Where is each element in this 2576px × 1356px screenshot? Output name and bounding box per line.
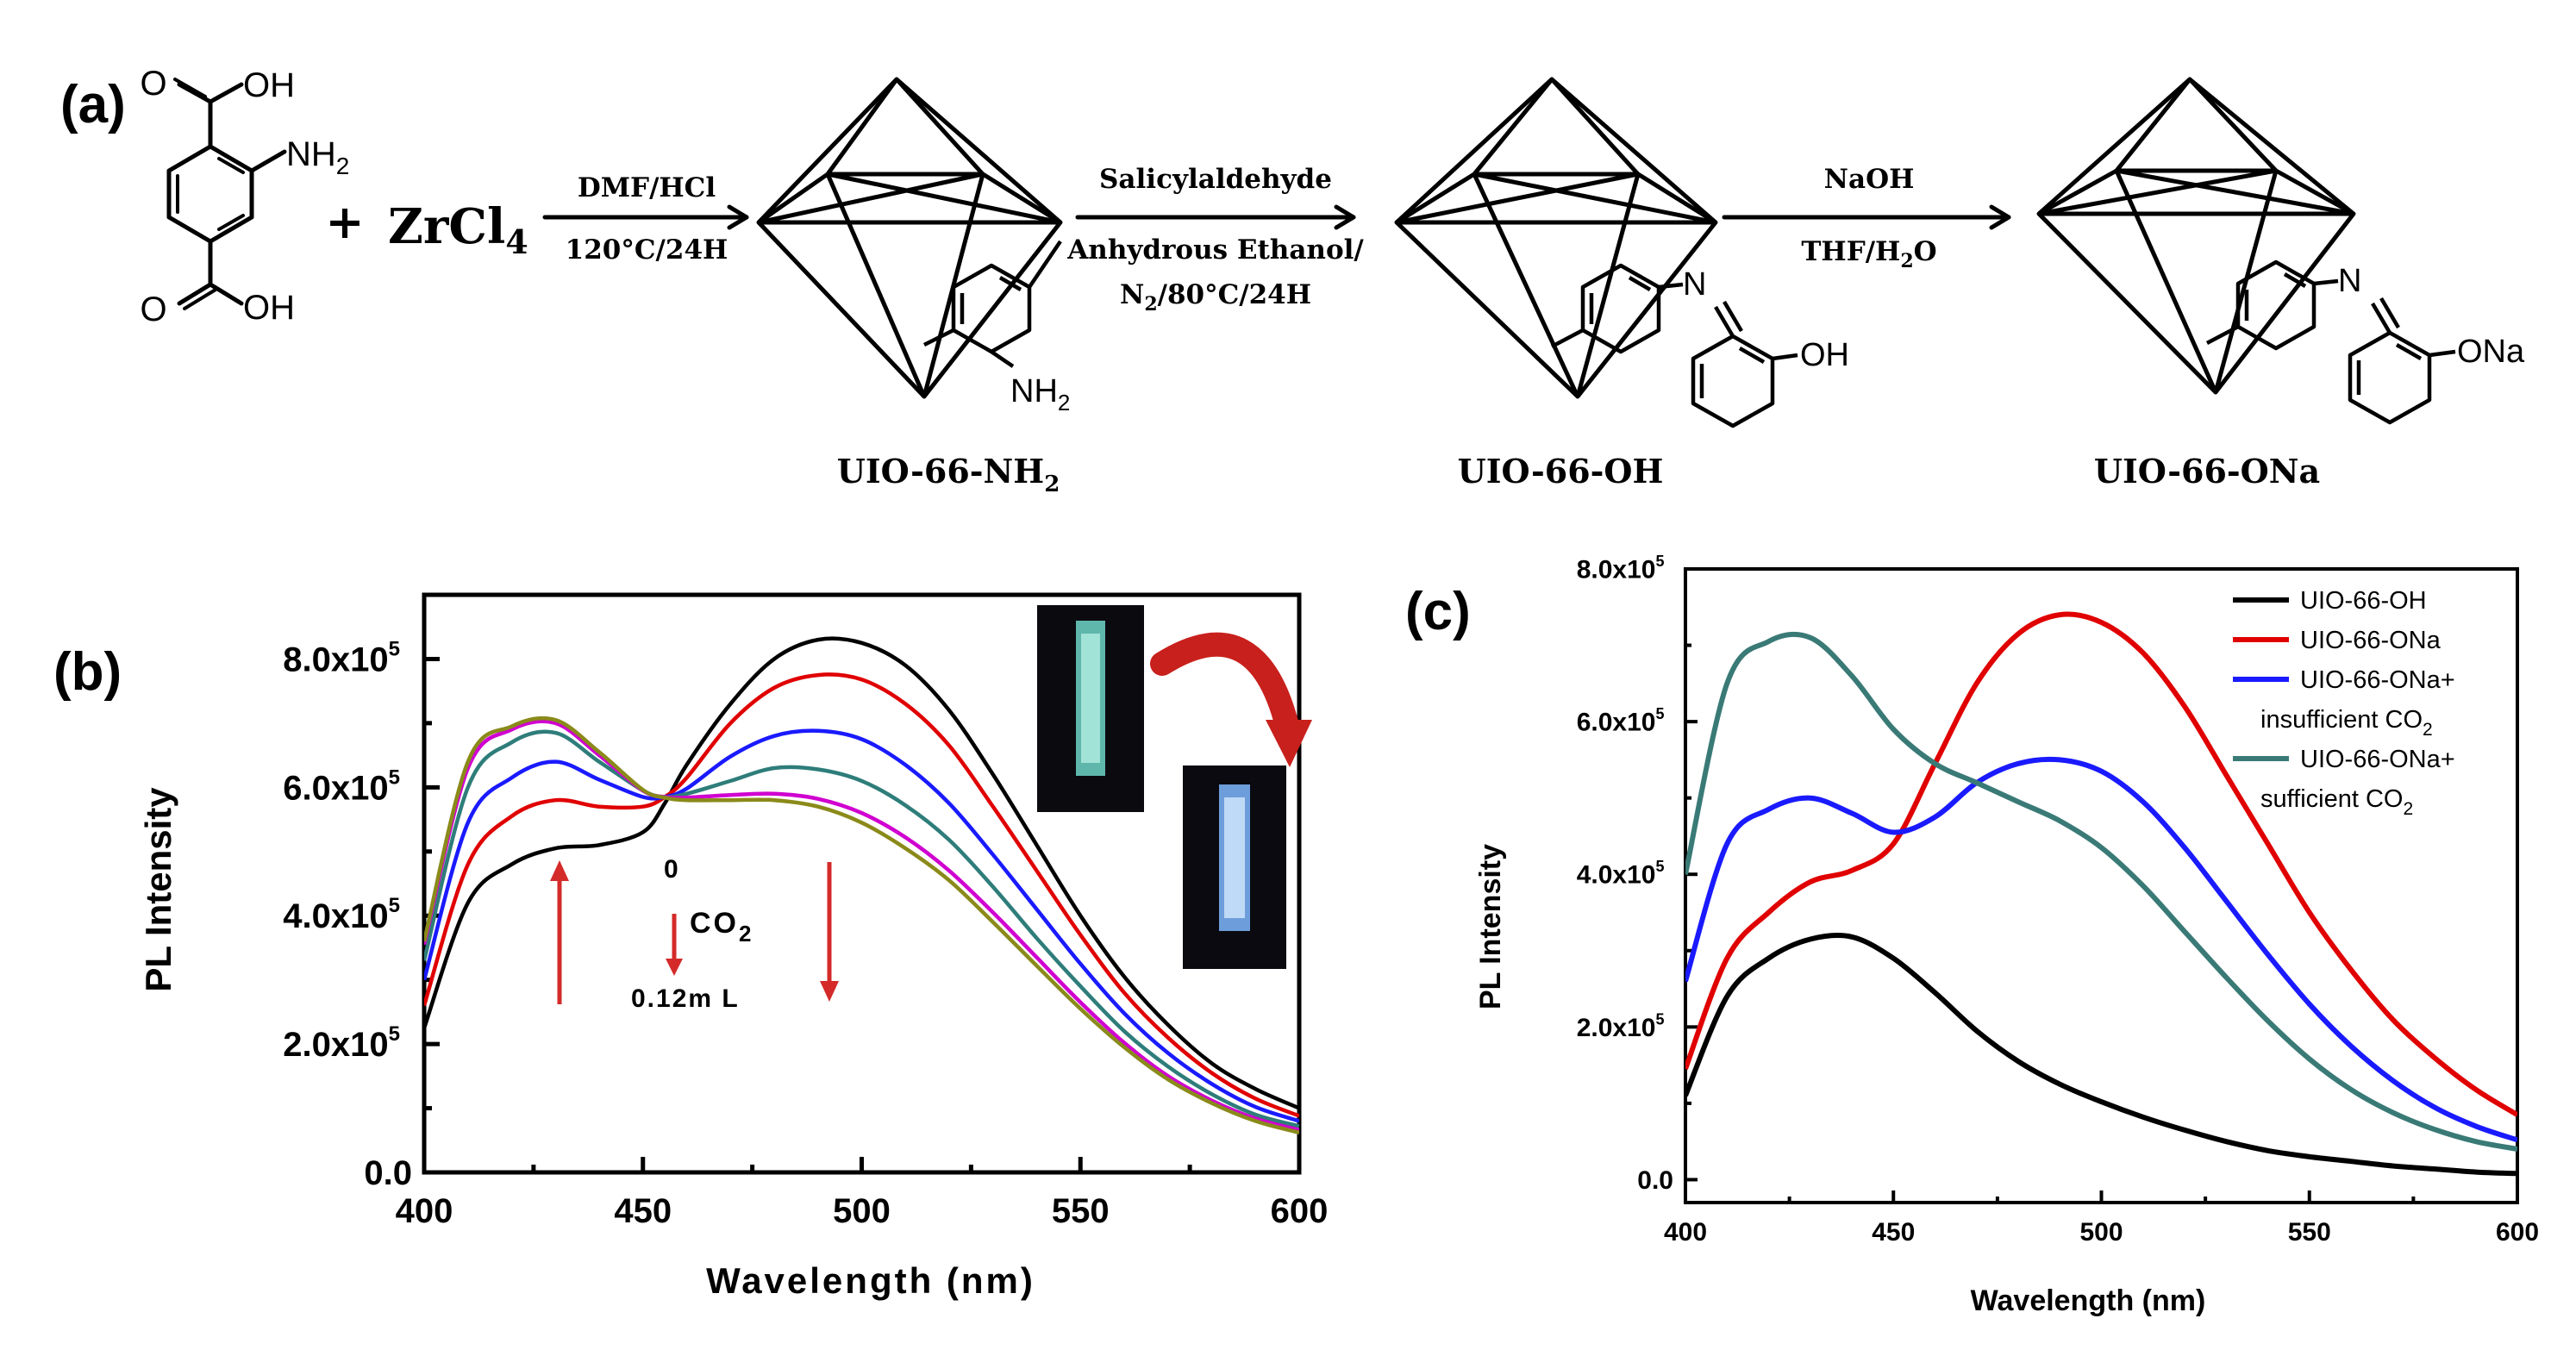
product-name-3: UIO-66-ONa [2094, 452, 2320, 491]
step3-solvent: THF/H2O [1801, 236, 1936, 272]
carboxyl-oh-bottom: OH [243, 289, 295, 327]
benzene-ring [166, 144, 254, 244]
synthesis-scheme [166, 78, 2011, 310]
amine-label: NH2 [286, 135, 349, 179]
c-y-tick-label: 2.0x105 [1577, 1010, 1665, 1042]
chart-b: (b) PL Intensity Wavelength (nm) 400 450 5… [53, 592, 1329, 1301]
b-x-tick-label: 600 [1271, 1192, 1329, 1230]
legend-label: UIO-66-OH [2300, 587, 2427, 615]
legend-label-line2: insufficient CO2 [2260, 706, 2433, 740]
octahedron-1 [756, 77, 1063, 399]
chart-c-series [1685, 611, 2517, 1177]
imine-phenyl-ring-2 [2235, 259, 2317, 351]
b-x-tick-label: 450 [614, 1192, 672, 1230]
carboxyl-o-top: O [140, 65, 166, 103]
step2-solvent: Anhydrous Ethanol/ [1066, 234, 1364, 266]
step3-reagent: NaOH [1824, 164, 1915, 195]
chart-c-x-axis-label: Wavelength (nm) [1971, 1284, 2206, 1317]
chart-c-y-axis-label: PL Intensity [1474, 844, 1507, 1009]
co2-label: CO2 [690, 907, 753, 947]
b-x-tick-label: 500 [833, 1192, 891, 1230]
sodium-oxide-label: ONa [2457, 334, 2525, 370]
c-series-line [1685, 932, 2517, 1177]
product-name-2: UIO-66-OH [1458, 452, 1664, 491]
panel-label-b: (b) [53, 642, 122, 702]
b-x-tick-label: 400 [396, 1192, 453, 1230]
chart-c-axes: 400 450 500 550 600 0.0 2.0x105 4.0x105 6.0x105 8… [1577, 553, 2539, 1247]
b-series-line [424, 728, 1299, 1123]
b-y-tick-label: 6.0x105 [283, 765, 400, 807]
legend-label: UIO-66-ONa [2300, 627, 2442, 654]
carboxyl-o-bottom: O [140, 291, 166, 328]
imine-n-label-1: N [1683, 266, 1706, 303]
c-x-tick-label: 450 [1872, 1218, 1915, 1247]
c-y-tick-label: 6.0x105 [1577, 705, 1665, 737]
c-x-tick-label: 600 [2496, 1218, 2539, 1247]
scheme-labels: (a) O OH NH2 O OH + ZrCl4 DMF/HCl 120°C/… [60, 65, 2525, 497]
zrcl4-label: ZrCl4 [388, 198, 528, 261]
octahedron-2 [1394, 77, 1718, 399]
b-y-tick-label: 0.0 [364, 1154, 412, 1192]
curved-arrow [1150, 632, 1301, 745]
b-y-tick-label: 8.0x105 [283, 637, 400, 678]
phenoxide-ring [2348, 330, 2432, 425]
b-series-line [424, 729, 1299, 1128]
carboxyl-oh-top: OH [243, 66, 295, 104]
b-x-tick-label: 550 [1052, 1192, 1110, 1230]
b-series-line [424, 672, 1299, 1118]
step1-reagent: DMF/HCl [578, 172, 716, 203]
legend-label: UIO-66-ONa+ [2300, 666, 2455, 694]
plus-sign: + [325, 194, 364, 249]
b-series-line [424, 719, 1299, 1133]
chart-b-axes: 400 450 500 550 600 0.0 2.0x105 4.0x105 6.0x105 8… [283, 592, 1329, 1230]
b-y-tick-label: 4.0x105 [283, 894, 400, 935]
c-series-line [1685, 756, 2517, 1143]
c-series-line [1685, 611, 2517, 1117]
imine-n-label-2: N [2338, 263, 2361, 299]
octahedron-3 [2036, 77, 2356, 395]
step2-reagent: Salicylaldehyde [1099, 164, 1332, 195]
step1-conditions: 120°C/24H [566, 234, 728, 266]
c-y-tick-label: 4.0x105 [1577, 858, 1665, 890]
hydroxyl-label: OH [1800, 337, 1849, 373]
chart-b-x-axis-label: Wavelength (nm) [706, 1260, 1035, 1301]
co2-start-label: 0 [664, 855, 678, 884]
chart-b-series [424, 636, 1299, 1134]
phenol-ring [1691, 334, 1775, 428]
mof-octahedra [756, 77, 2356, 399]
c-x-tick-label: 400 [1664, 1218, 1707, 1247]
b-series-line [424, 715, 1299, 1134]
legend-label: UIO-66-ONa+ [2300, 746, 2455, 773]
chart-c-legend: UIO-66-OH UIO-66-ONa UIO-66-ONa+ insufficie… [2233, 587, 2455, 819]
c-y-tick-label: 8.0x105 [1577, 553, 1665, 584]
c-plot-frame [1684, 567, 2519, 1204]
amine-group-label: NH2 [1010, 373, 1070, 416]
chart-c: (c) PL Intensity Wavelength (nm) 400 450 5… [1405, 553, 2539, 1317]
c-x-tick-label: 550 [2288, 1218, 2331, 1247]
legend-label-line2: sufficient CO2 [2260, 785, 2413, 819]
b-y-tick-label: 2.0x105 [283, 1022, 400, 1064]
trend-arrows [550, 860, 839, 1004]
product-name-1: UIO-66-NH2 [837, 452, 1060, 497]
chart-b-y-axis-label: PL Intensity [138, 787, 178, 992]
c-y-tick-label: 0.0 [1637, 1166, 1673, 1195]
co2-end-label: 0.12m L [631, 984, 740, 1013]
b-series-line [424, 636, 1299, 1110]
cuvette-inset [1037, 605, 1312, 969]
c-x-tick-label: 500 [2079, 1218, 2123, 1247]
step2-conditions: N2/80°C/24H [1120, 279, 1311, 316]
c-series-line [1685, 631, 2517, 1152]
panel-label-c: (c) [1405, 582, 1471, 641]
panel-label-a: (a) [60, 75, 126, 134]
pendant-groups [922, 240, 2456, 428]
